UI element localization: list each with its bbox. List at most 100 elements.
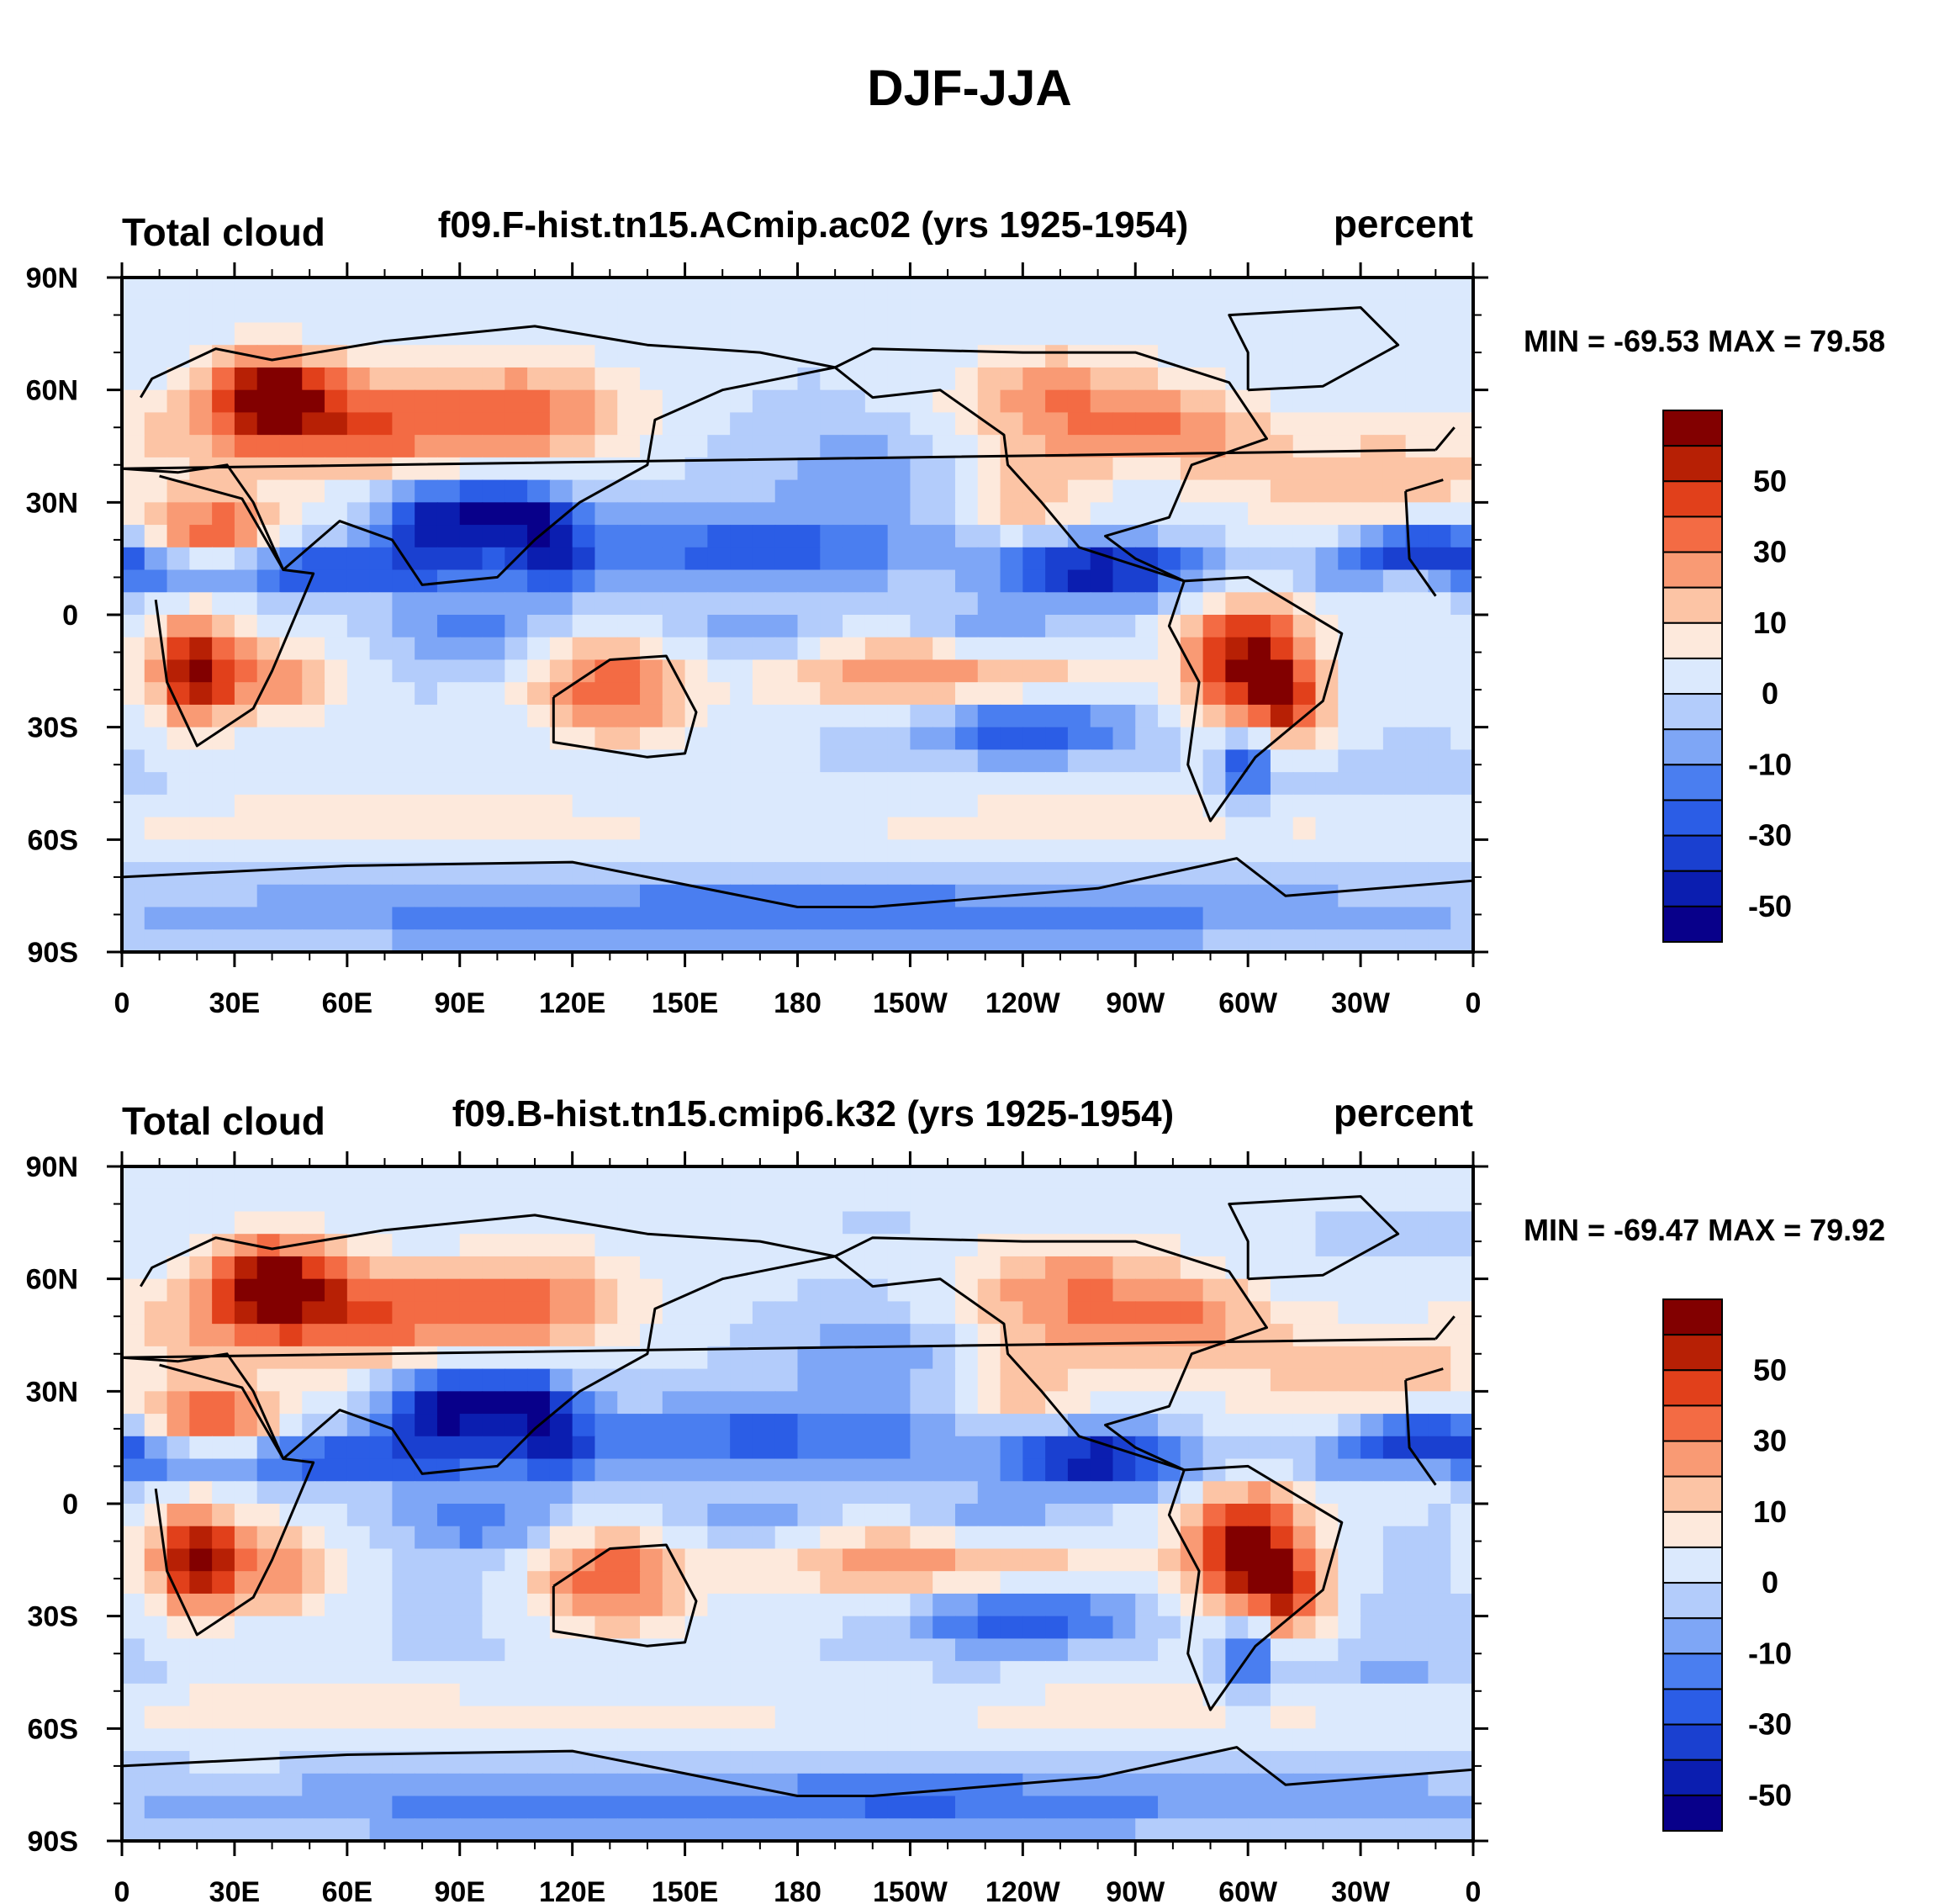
field-cell	[1090, 525, 1114, 548]
field-cell	[1045, 615, 1069, 638]
field-cell	[707, 299, 731, 324]
field-cell	[594, 1188, 619, 1213]
field-cell	[415, 1818, 438, 1842]
field-cell	[1338, 1211, 1361, 1235]
field-cell	[1000, 345, 1024, 368]
field-cell	[1360, 1728, 1384, 1752]
field-cell	[1405, 659, 1429, 683]
field-cell	[459, 794, 483, 818]
field-cell	[1180, 929, 1204, 953]
field-cell	[1202, 615, 1227, 638]
field-cell	[977, 862, 1001, 886]
field-cell	[1135, 1593, 1159, 1617]
field-cell	[1225, 412, 1249, 436]
field-cell	[325, 389, 348, 414]
field-cell	[797, 389, 822, 414]
field-cell	[662, 389, 686, 414]
field-cell	[256, 412, 281, 436]
field-cell	[189, 322, 213, 346]
field-cell	[752, 502, 776, 526]
field-cell	[707, 389, 731, 414]
field-cell	[1315, 1346, 1339, 1370]
field-cell	[910, 367, 933, 391]
field-cell	[933, 1188, 956, 1213]
field-cell	[392, 749, 415, 773]
field-cell	[1315, 929, 1339, 953]
field-cell	[189, 525, 213, 548]
lon-tick-label: 30E	[209, 1876, 261, 1904]
field-cell	[1112, 569, 1137, 594]
field-cell	[459, 1773, 483, 1797]
field-cell	[1000, 412, 1024, 436]
field-cell	[1292, 1616, 1317, 1640]
field-cell	[1158, 1301, 1181, 1325]
field-cell	[864, 1818, 889, 1842]
field-cell	[325, 1616, 348, 1640]
field-cell	[594, 1301, 619, 1325]
field-cell	[1022, 1683, 1046, 1707]
field-cell	[1202, 1301, 1227, 1325]
field-cell	[820, 1526, 843, 1550]
field-cell	[774, 1368, 799, 1393]
field-cell	[459, 1391, 483, 1415]
field-cell	[1180, 615, 1204, 638]
field-cell	[640, 1661, 663, 1685]
field-cell	[820, 1504, 843, 1527]
field-cell	[1202, 1616, 1227, 1640]
field-cell	[843, 1301, 866, 1325]
field-cell	[933, 1661, 956, 1685]
field-cell	[617, 1301, 641, 1325]
field-cell	[730, 1436, 753, 1460]
field-cell	[864, 367, 889, 391]
field-cell	[977, 299, 1001, 324]
field-cell	[730, 1211, 753, 1235]
field-cell	[166, 502, 191, 526]
field-cell	[279, 727, 304, 751]
field-cell	[1315, 817, 1339, 841]
field-cell	[954, 1728, 979, 1752]
lat-tick-label: 60S	[28, 1713, 79, 1745]
field-cell	[910, 479, 933, 504]
colorbar-swatch	[1662, 728, 1723, 766]
field-cell	[1315, 1706, 1339, 1730]
field-cell	[933, 502, 956, 526]
field-cell	[594, 435, 619, 458]
field-cell	[1000, 1661, 1024, 1685]
coastline	[154, 1363, 1444, 1637]
field-cell	[1022, 322, 1046, 346]
field-cell	[1315, 412, 1339, 436]
field-cell	[977, 1481, 1001, 1505]
field-cell	[1225, 727, 1249, 751]
field-cell	[910, 794, 933, 818]
field-cell	[730, 704, 753, 728]
field-cell	[1360, 704, 1384, 728]
field-cell	[1045, 1256, 1069, 1280]
field-cell	[166, 637, 191, 661]
field-cell	[977, 367, 1001, 391]
field-cell	[1000, 1368, 1024, 1393]
field-cell	[774, 1481, 799, 1505]
field-cell	[572, 412, 596, 436]
field-cell	[887, 1481, 911, 1505]
field-cell	[977, 547, 1001, 571]
field-cell	[436, 1436, 461, 1460]
field-cell	[1292, 1391, 1317, 1415]
field-cell	[887, 502, 911, 526]
field-cell	[954, 1166, 979, 1190]
field-cell	[1450, 1728, 1474, 1752]
field-cell	[730, 1391, 753, 1415]
field-cell	[1000, 1234, 1024, 1257]
field-cell	[1022, 1616, 1046, 1640]
field-cell	[122, 1504, 145, 1527]
field-cell	[549, 1391, 573, 1415]
field-cell	[505, 1593, 528, 1617]
field-cell	[1270, 547, 1294, 571]
field-cell	[279, 1661, 304, 1685]
field-cell	[1135, 1368, 1159, 1393]
field-cell	[1158, 525, 1181, 548]
field-cell	[977, 1278, 1001, 1303]
field-cell	[1045, 682, 1069, 706]
field-cell	[617, 1593, 641, 1617]
field-cell	[1338, 322, 1361, 346]
field-cell	[843, 749, 866, 773]
